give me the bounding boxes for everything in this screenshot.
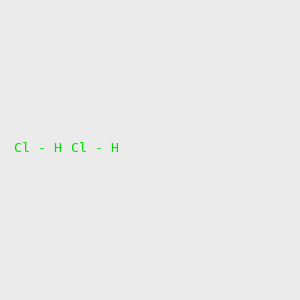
Text: Cl - H: Cl - H [14, 142, 62, 154]
Text: Cl - H: Cl - H [71, 142, 119, 154]
